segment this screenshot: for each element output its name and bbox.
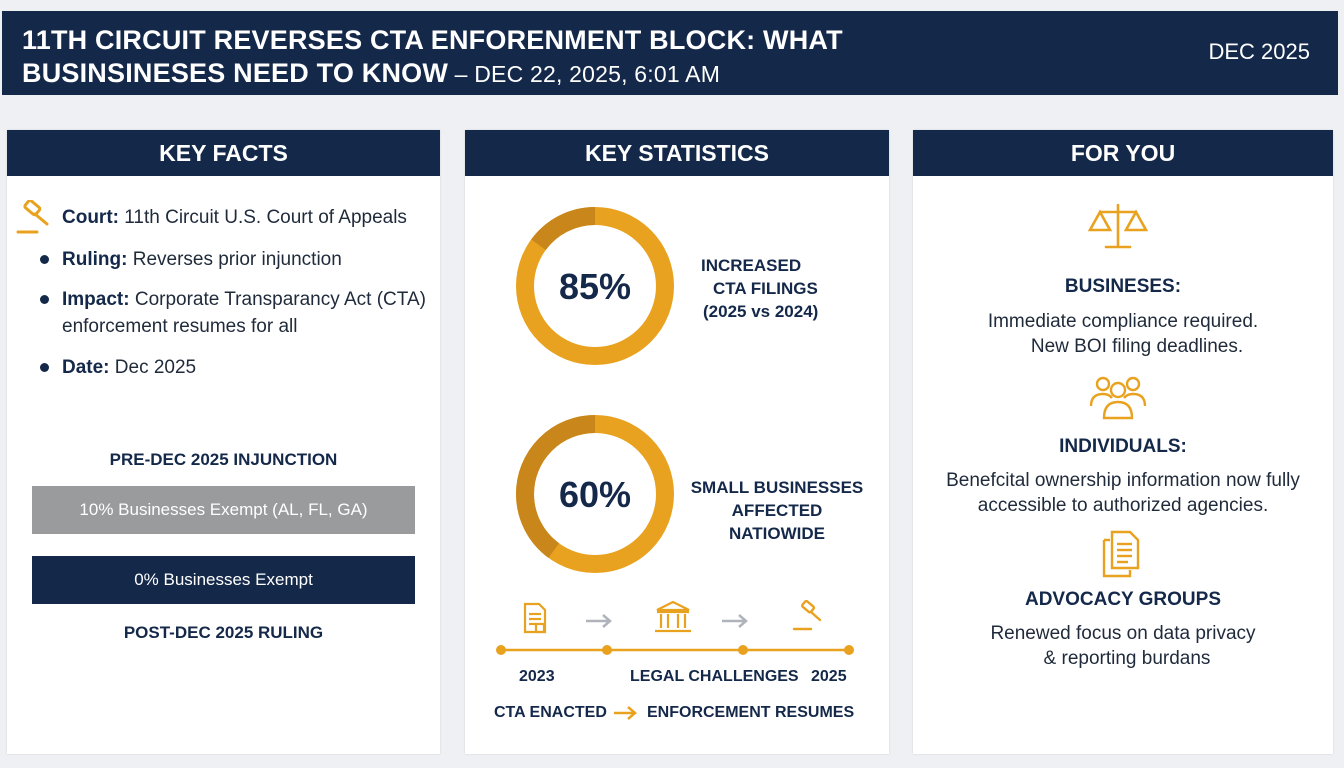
fact-date: Date: Dec 2025	[62, 354, 196, 381]
timeline	[496, 599, 854, 655]
advocacy-title: ADVOCACY GROUPS	[1024, 589, 1221, 610]
businesses-title: BUSINESES:	[1064, 276, 1182, 297]
timeline-2023: 2023	[519, 668, 555, 685]
gavel-icon	[16, 200, 49, 234]
businesses-line-1: Immediate compliance required.	[987, 311, 1259, 332]
stat2-line-2: AFFECTED	[731, 501, 823, 520]
fact-ruling: Ruling: Reverses prior injunction	[62, 246, 342, 273]
for-you-heading: FOR YOU	[913, 130, 1333, 176]
advocacy-line-1: Renewed focus on data privacy	[990, 623, 1256, 644]
advocacy-text: Renewed focus on data privacy & reportin…	[913, 621, 1333, 671]
businesses-text: Immediate compliance required. New BOI f…	[913, 309, 1333, 359]
bullet-dot	[40, 295, 49, 304]
pre-exempt-bar: 10% Businesses Exempt (AL, FL, GA)	[32, 486, 415, 534]
bullet-dot	[40, 255, 49, 264]
stat1-ring: 85%	[516, 207, 674, 365]
fact-court: Court: 11th Circuit U.S. Court of Appeal…	[62, 204, 407, 231]
fact-date-label: Date:	[62, 357, 110, 378]
bullet-dot	[40, 363, 49, 372]
document-icon	[523, 602, 547, 634]
gavel-icon	[792, 599, 822, 631]
people-icon	[1089, 376, 1147, 420]
arrow-icon	[614, 706, 637, 720]
headline: 11TH CIRCUIT REVERSES CTA ENFORENMENT BL…	[22, 24, 922, 91]
fact-court-label: Court:	[62, 207, 119, 228]
stat1-caption: INCREASED CTA FILINGS (2025 vs 2024)	[677, 254, 877, 323]
headline-line-2: BUSINSINESES NEED TO KNOW – DEC 22, 2025…	[22, 57, 922, 91]
individuals-text: Benefcital ownership information now ful…	[913, 468, 1333, 518]
stat1-value: 85%	[559, 266, 631, 307]
post-ruling-label: POST-DEC 2025 RULING	[123, 623, 324, 642]
businesses-line-2: New BOI filing deadlines.	[1030, 336, 1244, 357]
fact-date-value: Dec 2025	[109, 357, 197, 378]
headline-line-2-main: BUSINSINESES NEED TO KNOW	[22, 58, 449, 88]
stat1-line-1: INCREASED	[701, 256, 802, 275]
fact-court-value: 11th Circuit U.S. Court of Appeals	[118, 207, 407, 228]
arrow-icon	[722, 614, 748, 628]
headline-line-1: 11TH CIRCUIT REVERSES CTA ENFORENMENT BL…	[22, 25, 843, 55]
for-you-card: FOR YOU BUSINESES: Immediate compliance …	[913, 130, 1333, 754]
stat2-caption: SMALL BUSINESSES AFFECTED NATIOWIDE	[677, 476, 877, 545]
timeline-2025: 2025	[811, 668, 847, 685]
key-facts-heading: KEY FACTS	[7, 130, 440, 176]
stat2-line-3: NATIOWIDE	[728, 524, 825, 543]
key-statistics-heading: KEY STATISTICS	[465, 130, 889, 176]
individuals-line-1: Benefcital ownership information now ful…	[946, 470, 1300, 491]
courthouse-icon	[655, 600, 691, 633]
key-statistics-card: KEY STATISTICS 85% INCREASED CTA FILINGS…	[465, 130, 889, 754]
fact-ruling-label: Ruling:	[62, 249, 128, 270]
header-banner: 11TH CIRCUIT REVERSES CTA ENFORENMENT BL…	[2, 11, 1338, 95]
fact-impact: Impact: Corporate Transparancy Act (CTA)…	[62, 286, 426, 340]
fact-ruling-value: Reverses prior injunction	[127, 249, 342, 270]
stat2-line-1: SMALL BUSINESSES	[690, 478, 864, 497]
stat2-ring: 60%	[516, 415, 674, 573]
headline-timestamp: – DEC 22, 2025, 6:01 AM	[448, 61, 721, 87]
individuals-line-2: accessible to authorized agencies.	[977, 495, 1269, 516]
pre-injunction-label: PRE-DEC 2025 INJUNCTION	[109, 450, 338, 469]
fact-impact-value: Corporate Transparancy Act (CTA)	[129, 289, 426, 310]
fact-impact-value-2: enforcement resumes for all	[62, 316, 298, 337]
stat1-line-2: CTA FILINGS	[713, 279, 818, 298]
stat1-line-3: (2025 vs 2024)	[703, 302, 819, 321]
scales-icon	[1087, 203, 1149, 249]
fact-impact-label: Impact:	[62, 289, 130, 310]
timeline-enforcement-resumes: ENFORCEMENT RESUMES	[647, 704, 855, 721]
files-icon	[1102, 530, 1140, 578]
individuals-title: INDIVIDUALS:	[1059, 436, 1187, 457]
key-facts-card: KEY FACTS Court: 11th Circuit U.S. Court…	[7, 130, 440, 754]
post-exempt-bar: 0% Businesses Exempt	[32, 556, 415, 604]
header-date: DEC 2025	[1208, 39, 1310, 64]
arrow-icon	[586, 614, 612, 628]
advocacy-line-2: & reporting burdans	[1043, 648, 1211, 669]
timeline-legal-challenges: LEGAL CHALLENGES	[630, 668, 799, 685]
stat2-value: 60%	[559, 474, 631, 515]
timeline-cta-enacted: CTA ENACTED	[494, 704, 607, 721]
